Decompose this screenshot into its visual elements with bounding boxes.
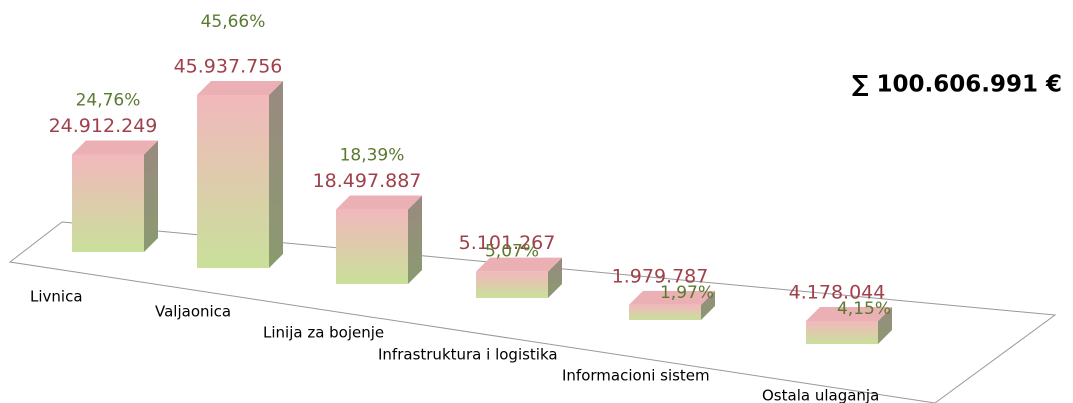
percent-label: 5,07%: [485, 242, 539, 262]
category-label: Linija za bojenje: [263, 324, 384, 342]
bar: [629, 304, 701, 320]
value-label: 45.937.756: [174, 56, 283, 78]
total-label: ∑ 100.606.991 €: [852, 72, 1062, 98]
bar-side: [144, 140, 158, 252]
category-label: Livnica: [30, 288, 83, 306]
bar: [336, 209, 408, 284]
percent-label: 4,15%: [837, 299, 891, 319]
bar-top: [806, 306, 892, 321]
value-label: 24.912.249: [49, 115, 158, 137]
value-label: 5.101.267: [459, 232, 556, 254]
bar-top: [336, 195, 422, 210]
bar-top: [197, 81, 283, 95]
bar-side: [701, 290, 715, 320]
floor: [8, 221, 1057, 403]
bar: [476, 271, 548, 298]
bar-top: [72, 140, 158, 155]
value-label: 1.979.787: [612, 265, 709, 287]
value-label: 4.178.044: [789, 281, 886, 303]
bar-side: [269, 81, 283, 268]
bar: [197, 95, 269, 268]
category-label: Informacioni sistem: [562, 367, 710, 385]
bar: [72, 154, 144, 252]
value-label: 18.497.887: [313, 170, 422, 192]
bar: [806, 320, 878, 344]
category-label: Infrastruktura i logistika: [378, 346, 558, 364]
category-label: Valjaonica: [155, 303, 231, 321]
percent-label: 1,97%: [660, 283, 714, 303]
bar-top: [476, 257, 562, 272]
category-label: Ostala ulaganja: [762, 387, 879, 403]
percent-label: 18,39%: [340, 146, 405, 166]
percent-label: 24,76%: [76, 91, 141, 111]
bar-side: [548, 257, 562, 298]
bar-side: [878, 306, 892, 344]
bar-top: [629, 290, 715, 305]
percent-label: 45,66%: [201, 12, 266, 32]
bar-side: [408, 195, 422, 284]
